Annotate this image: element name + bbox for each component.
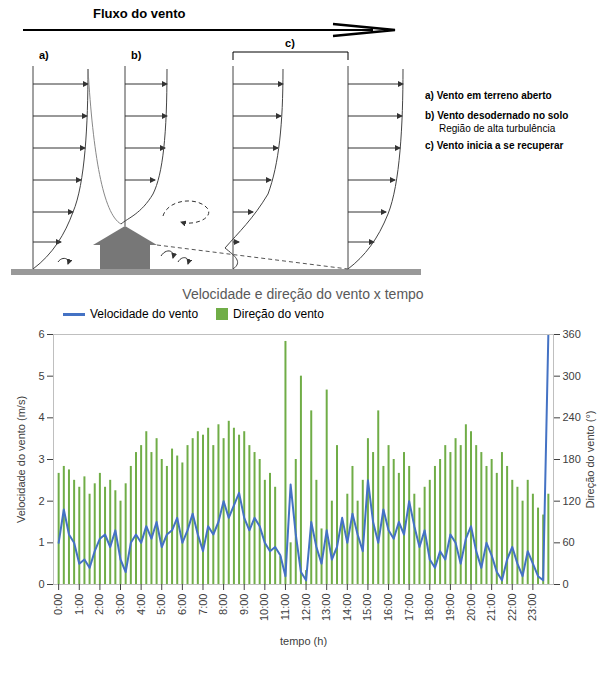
- svg-text:14:00: 14:00: [341, 594, 353, 622]
- svg-text:0:00: 0:00: [52, 594, 64, 615]
- svg-text:0: 0: [563, 578, 569, 590]
- svg-text:3:00: 3:00: [114, 594, 126, 615]
- html-text:Velocidade do vento: Velocidade do vento: [90, 307, 199, 321]
- svg-text:20:00: 20:00: [465, 594, 477, 622]
- svg-text:4: 4: [38, 411, 44, 423]
- svg-text:Região de alta turbulência: Região de alta turbulência: [439, 123, 556, 134]
- svg-text:17:00: 17:00: [403, 594, 415, 622]
- svg-text:2:00: 2:00: [93, 594, 105, 615]
- svg-text:180: 180: [563, 453, 581, 465]
- svg-text:1:00: 1:00: [73, 594, 85, 615]
- svg-text:Direção do vento (°): Direção do vento (°): [584, 411, 596, 509]
- svg-text:18:00: 18:00: [423, 594, 435, 622]
- svg-text:b) Vento desodernado no solo: b) Vento desodernado no solo: [425, 110, 568, 121]
- svg-text:16:00: 16:00: [382, 594, 394, 622]
- svg-text:12:00: 12:00: [300, 594, 312, 622]
- svg-text:10:00: 10:00: [258, 594, 270, 622]
- html-text:Direção do vento: Direção do vento: [233, 307, 324, 321]
- svg-text:2: 2: [38, 495, 44, 507]
- svg-text:11:00: 11:00: [279, 594, 291, 621]
- svg-text:300: 300: [563, 370, 581, 382]
- svg-text:a) Vento em terreno aberto: a) Vento em terreno aberto: [425, 90, 552, 101]
- svg-text:8:00: 8:00: [217, 594, 229, 615]
- svg-text:c) Vento inicia a se recuperar: c) Vento inicia a se recuperar: [425, 140, 564, 151]
- svg-text:7:00: 7:00: [197, 594, 209, 615]
- svg-text:c): c): [285, 37, 295, 49]
- svg-text:5: 5: [38, 370, 44, 382]
- svg-text:tempo (h): tempo (h): [280, 635, 327, 647]
- svg-text:1: 1: [38, 536, 44, 548]
- svg-text:60: 60: [563, 536, 575, 548]
- svg-text:a): a): [39, 49, 49, 61]
- svg-text:23:00: 23:00: [526, 594, 538, 622]
- svg-text:15:00: 15:00: [361, 594, 373, 622]
- svg-text:21:00: 21:00: [485, 594, 497, 622]
- svg-text:3: 3: [38, 453, 44, 465]
- svg-text:6: 6: [38, 328, 44, 340]
- svg-text:240: 240: [563, 411, 581, 423]
- svg-text:19:00: 19:00: [444, 594, 456, 622]
- svg-text:22:00: 22:00: [506, 594, 518, 622]
- html-text:Velocidade e direção do vento: Velocidade e direção do vento x tempo: [182, 286, 424, 302]
- svg-text:Velocidade do vento (m/s): Velocidade do vento (m/s): [15, 396, 27, 523]
- svg-text:5:00: 5:00: [155, 594, 167, 615]
- svg-text:120: 120: [563, 495, 581, 507]
- svg-text:9:00: 9:00: [238, 594, 250, 615]
- svg-text:0: 0: [38, 578, 44, 590]
- svg-text:b): b): [131, 49, 142, 61]
- svg-text:6:00: 6:00: [176, 594, 188, 615]
- svg-text:13:00: 13:00: [320, 594, 332, 622]
- svg-text:Fluxo do vento: Fluxo do vento: [93, 6, 186, 21]
- svg-text:360: 360: [563, 328, 581, 340]
- svg-text:4:00: 4:00: [135, 594, 147, 615]
